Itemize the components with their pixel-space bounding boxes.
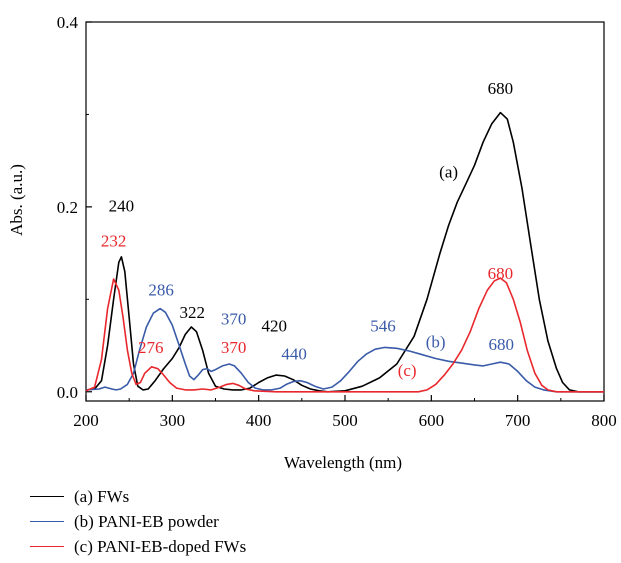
- legend-swatch-pani-eb-doped-fws: [30, 546, 64, 547]
- legend: (a) FWs (b) PANI-EB powder (c) PANI-EB-d…: [30, 484, 246, 559]
- x-axis: 200 300 400 500 600 700 800: [73, 395, 617, 430]
- x-tick-label: 200: [73, 411, 99, 430]
- series-line-1: [85, 307, 604, 393]
- series-layer: [85, 111, 604, 393]
- x-tick-label: 300: [160, 411, 186, 430]
- legend-item-pani-eb-powder: (b) PANI-EB powder: [30, 509, 246, 534]
- legend-label-pani-eb-powder: (b) PANI-EB powder: [74, 511, 219, 531]
- peak-label: 440: [281, 344, 307, 363]
- x-axis-title: Wavelength (nm): [284, 453, 402, 472]
- legend-swatch-pani-eb-powder: [30, 521, 64, 522]
- series-line-0: [85, 111, 604, 393]
- y-axis-title: Abs. (a.u.): [7, 164, 26, 236]
- x-tick-label: 700: [505, 411, 531, 430]
- peak-label: 546: [370, 317, 396, 336]
- legend-item-fws: (a) FWs: [30, 484, 246, 509]
- peak-label: 680: [488, 79, 514, 98]
- peak-label: 420: [261, 317, 287, 336]
- legend-item-pani-eb-doped-fws: (c) PANI-EB-doped FWs: [30, 534, 246, 559]
- peak-label: (c): [398, 361, 417, 380]
- series-line-2: [85, 277, 604, 393]
- peak-label: 680: [489, 335, 515, 354]
- peak-label: 286: [148, 281, 174, 300]
- peak-label: 240: [109, 197, 135, 216]
- absorbance-chart: 200 300 400 500 600 700 800 0.0 0.2 0.4 240 232 28…: [7, 13, 617, 472]
- x-tick-label: 600: [419, 411, 445, 430]
- y-tick-label: 0.4: [57, 13, 79, 32]
- peak-label: 370: [221, 338, 247, 357]
- y-tick-label: 0.0: [57, 383, 78, 402]
- peak-label: 680: [488, 264, 514, 283]
- y-axis: 0.0 0.2 0.4: [57, 13, 92, 402]
- legend-swatch-fws: [30, 496, 64, 497]
- x-tick-label: 400: [246, 411, 272, 430]
- x-tick-label: 500: [332, 411, 358, 430]
- peak-label: 276: [138, 338, 164, 357]
- peak-label: 232: [101, 232, 127, 251]
- annotation-layer: 240 232 286 322 276 370 370 420 440 546 (b) 680 (c) 6…: [101, 79, 514, 380]
- peak-label: (b): [426, 332, 446, 351]
- peak-label: (a): [439, 162, 458, 181]
- legend-label-fws: (a) FWs: [74, 486, 130, 506]
- y-tick-label: 0.2: [57, 198, 78, 217]
- peak-label: 370: [221, 309, 247, 328]
- peak-label: 322: [179, 303, 205, 322]
- legend-label-pani-eb-doped-fws: (c) PANI-EB-doped FWs: [74, 536, 247, 556]
- x-tick-label: 800: [591, 411, 617, 430]
